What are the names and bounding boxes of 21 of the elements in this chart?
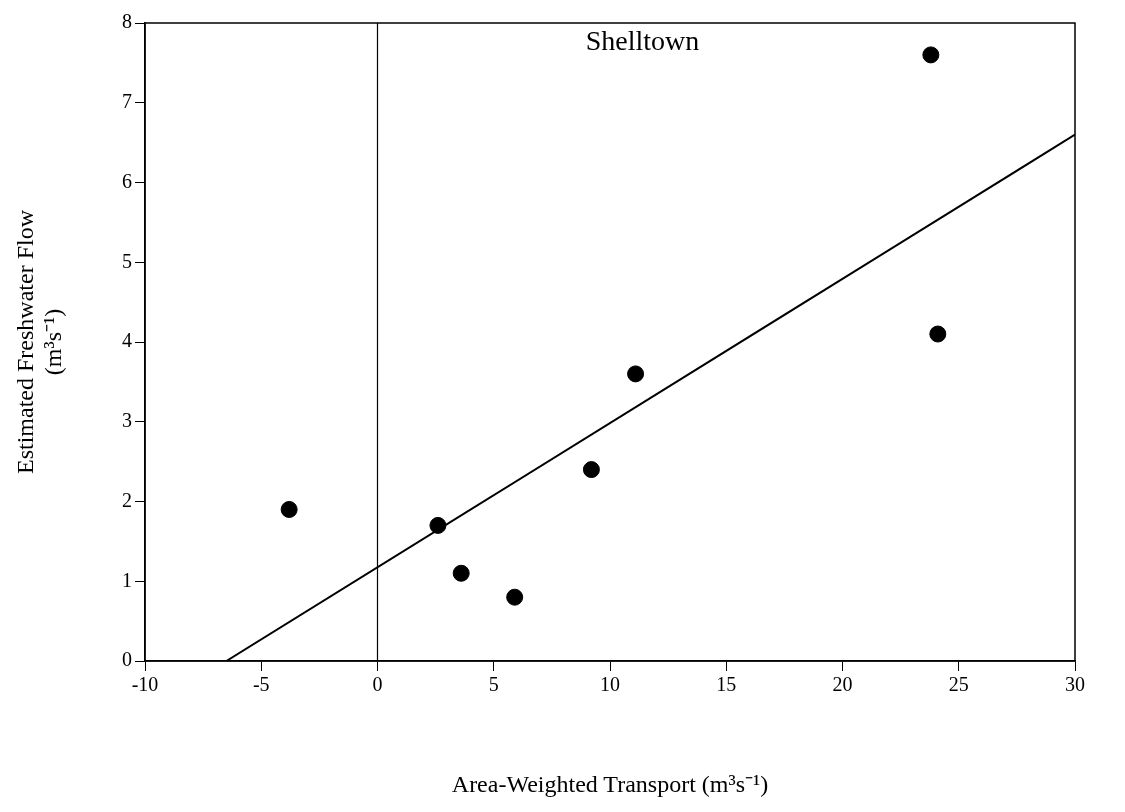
y-tick-label: 6 — [122, 169, 132, 192]
y-tick-label: 1 — [122, 568, 132, 591]
y-tick-label: 7 — [122, 90, 132, 112]
y-tick-label: 4 — [122, 329, 132, 352]
x-tick-label: 0 — [372, 673, 383, 696]
chart-title: Shelltown — [585, 25, 700, 57]
x-tick-label: 20 — [832, 673, 853, 696]
x-tick-label: -10 — [131, 673, 159, 696]
y-tick-label: 2 — [122, 488, 132, 511]
y-tick-label: 3 — [122, 409, 132, 431]
y-tick-label: 8 — [122, 10, 132, 33]
x-tick-label: 5 — [488, 673, 499, 696]
y-tick-label: 0 — [122, 648, 132, 671]
y-tick-label: 5 — [122, 249, 132, 272]
x-tick-label: 15 — [716, 673, 737, 696]
x-tick-label: -5 — [252, 673, 270, 696]
y-axis-title: Estimated Freshwater Flow (m³s⁻¹) — [11, 209, 67, 474]
x-tick-label: 30 — [1065, 673, 1085, 696]
x-tick-label: 25 — [948, 673, 969, 696]
x-tick-label: 10 — [600, 673, 620, 696]
x-axis-title: Area-Weighted Transport (m³s⁻¹) — [451, 770, 769, 797]
